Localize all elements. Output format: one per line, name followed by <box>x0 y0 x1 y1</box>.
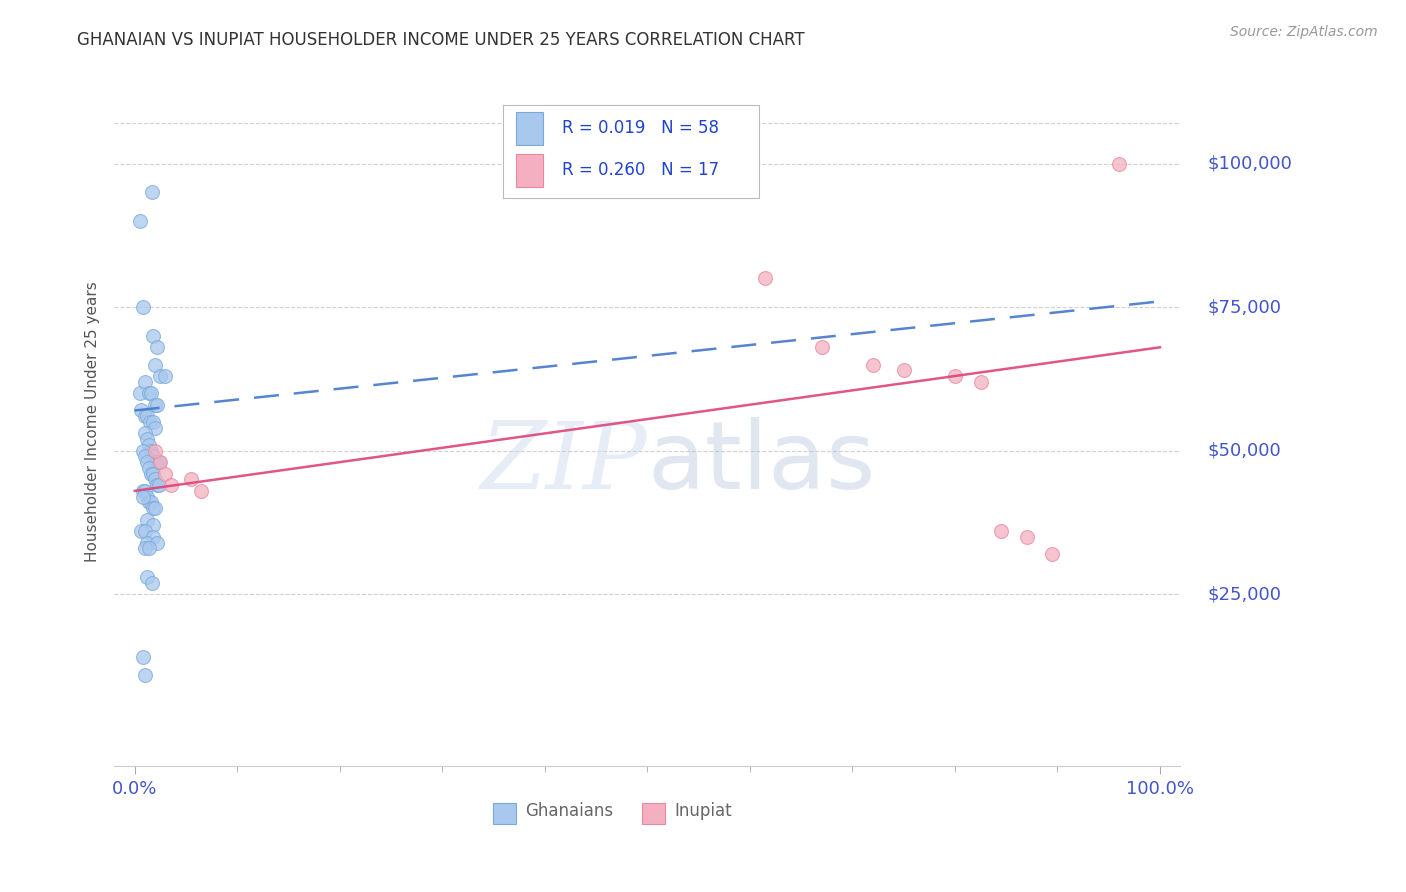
Point <box>142 328 165 343</box>
Point <box>149 369 172 384</box>
FancyBboxPatch shape <box>516 153 543 186</box>
Point <box>136 455 159 469</box>
Point <box>136 570 159 584</box>
Point <box>139 467 162 481</box>
Point <box>136 432 159 446</box>
Point <box>141 575 163 590</box>
Point <box>143 443 166 458</box>
Point <box>810 340 832 354</box>
Point <box>129 524 152 538</box>
Point <box>143 472 166 486</box>
Point <box>134 426 156 441</box>
Point <box>134 375 156 389</box>
Text: $25,000: $25,000 <box>1208 585 1281 603</box>
Point <box>149 455 172 469</box>
Point <box>143 501 166 516</box>
Point <box>180 472 202 486</box>
FancyBboxPatch shape <box>516 112 543 145</box>
Point <box>132 650 155 665</box>
FancyBboxPatch shape <box>503 105 759 198</box>
Point <box>134 450 156 464</box>
Point <box>128 386 150 401</box>
Point <box>143 358 166 372</box>
Point <box>134 667 156 681</box>
Text: R = 0.019   N = 58: R = 0.019 N = 58 <box>562 120 718 137</box>
FancyBboxPatch shape <box>492 803 516 823</box>
Point <box>155 369 177 384</box>
Point <box>134 483 156 498</box>
Point <box>155 467 177 481</box>
Text: Source: ZipAtlas.com: Source: ZipAtlas.com <box>1230 25 1378 39</box>
Point <box>893 363 915 377</box>
Point <box>1015 530 1038 544</box>
Point <box>148 478 170 492</box>
Text: Ghanaians: Ghanaians <box>524 802 613 821</box>
Point <box>136 409 159 424</box>
Text: Inupiat: Inupiat <box>673 802 731 821</box>
Point <box>132 300 155 314</box>
Point <box>136 535 159 549</box>
Point <box>146 535 169 549</box>
Point <box>138 386 160 401</box>
Text: $50,000: $50,000 <box>1208 442 1281 459</box>
Point <box>139 495 162 509</box>
Point <box>159 478 181 492</box>
Point <box>129 403 152 417</box>
Point <box>146 455 169 469</box>
Text: GHANAIAN VS INUPIAT HOUSEHOLDER INCOME UNDER 25 YEARS CORRELATION CHART: GHANAIAN VS INUPIAT HOUSEHOLDER INCOME U… <box>77 31 806 49</box>
FancyBboxPatch shape <box>643 803 665 823</box>
Point <box>132 490 155 504</box>
Point <box>142 450 165 464</box>
Point <box>142 501 165 516</box>
Point <box>134 541 156 556</box>
Point <box>1108 156 1130 170</box>
Point <box>128 214 150 228</box>
Point <box>146 398 169 412</box>
Text: R = 0.260   N = 17: R = 0.260 N = 17 <box>562 161 718 179</box>
Point <box>943 369 966 384</box>
Point <box>969 375 991 389</box>
Point <box>138 541 160 556</box>
Point <box>132 443 155 458</box>
Point <box>138 495 160 509</box>
Point <box>143 455 166 469</box>
Point <box>1040 547 1063 561</box>
Point <box>139 386 162 401</box>
Text: $100,000: $100,000 <box>1208 154 1292 172</box>
Text: ZIP: ZIP <box>481 418 647 508</box>
Point <box>990 524 1012 538</box>
Point <box>143 398 166 412</box>
Point <box>139 443 162 458</box>
Point <box>138 438 160 452</box>
Point <box>141 186 163 200</box>
Point <box>143 420 166 434</box>
Point <box>190 483 212 498</box>
Point <box>142 530 165 544</box>
Point <box>146 478 169 492</box>
Y-axis label: Householder Income Under 25 years: Householder Income Under 25 years <box>86 282 100 562</box>
Point <box>134 524 156 538</box>
Point <box>142 518 165 533</box>
Text: atlas: atlas <box>647 417 876 509</box>
Point <box>132 483 155 498</box>
Point <box>754 271 776 285</box>
Point <box>862 358 884 372</box>
Point <box>138 461 160 475</box>
Point <box>139 415 162 429</box>
Point <box>136 512 159 526</box>
Point <box>142 415 165 429</box>
Text: $75,000: $75,000 <box>1208 298 1281 316</box>
Point <box>148 455 170 469</box>
Point <box>142 467 165 481</box>
Point <box>136 490 159 504</box>
Point <box>626 156 648 170</box>
Point <box>134 409 156 424</box>
Point <box>146 340 169 354</box>
